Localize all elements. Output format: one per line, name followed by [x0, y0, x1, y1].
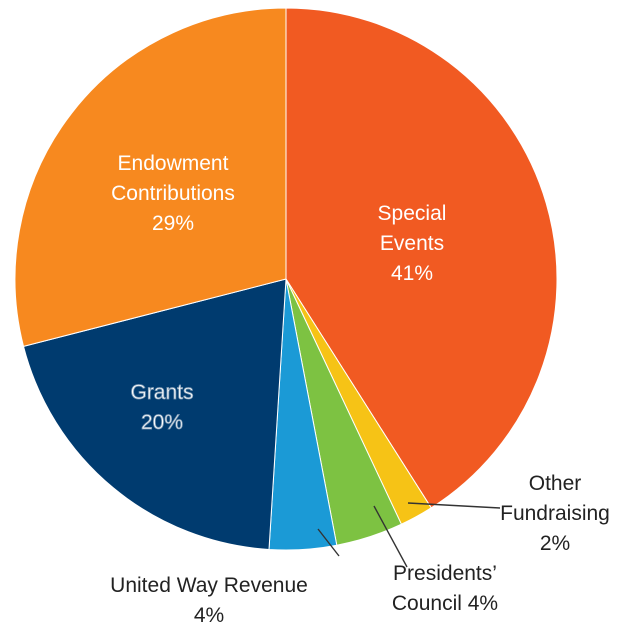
slice-label-line: 20% [141, 411, 183, 434]
leader-lines [317, 502, 501, 568]
slice-label-line: Endowment [118, 152, 229, 175]
slice-label: Presidents’ Council 4% [392, 562, 498, 615]
leader-line [407, 502, 501, 509]
slice-label-line: Presidents’ [393, 562, 497, 585]
slice-label-line: 41% [391, 262, 433, 285]
slice-label: United Way Revenue 4% [110, 574, 308, 627]
slice-label-line: 29% [152, 212, 194, 235]
slice-label-line: Contributions [111, 182, 235, 205]
slice-label-line: Events [380, 232, 444, 255]
slice-label-line: Council 4% [392, 592, 498, 615]
slice-label: Endowment Contributions 29% [111, 152, 235, 235]
slice-label-line: Other [529, 472, 582, 495]
slice-label-line: 4% [194, 604, 224, 627]
pie-slices [14, 7, 558, 551]
slice-label-line: 2% [540, 532, 570, 555]
slice-label: Grants 20% [130, 381, 193, 434]
slice-label: Special Events 41% [378, 202, 447, 285]
slice-label-line: Fundraising [500, 502, 610, 525]
leader-line [373, 505, 408, 568]
slice-label: Other Fundraising 2% [500, 472, 610, 555]
pie-slice-grants [22, 278, 287, 550]
slice-labels: Special Events 41% Other Fundraising 2% Presid… [110, 152, 610, 627]
slice-label-line: United Way Revenue [110, 574, 308, 597]
leader-line [317, 528, 340, 557]
pie-slice-endowment-contributions [14, 7, 287, 348]
slice-label-line: Grants [130, 381, 193, 404]
slice-label-line: Special [378, 202, 447, 225]
pie-slice-special-events [285, 7, 558, 509]
